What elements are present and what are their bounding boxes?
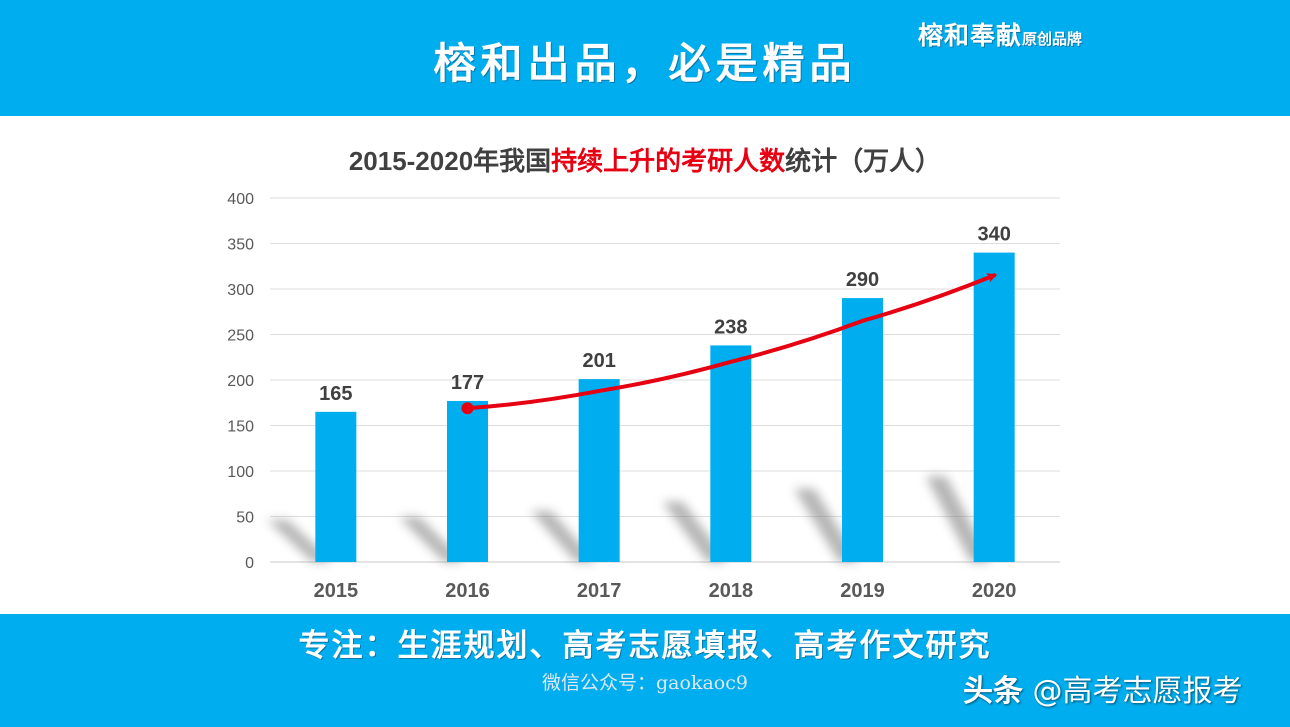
x-tick-label: 2017 bbox=[577, 580, 622, 602]
wechat-account: 微信公众号：gaokaoc9 bbox=[542, 672, 748, 694]
y-tick-label: 250 bbox=[227, 328, 254, 345]
chart-title: 2015-2020年我国持续上升的考研人数统计（万人） bbox=[0, 141, 1290, 178]
y-tick-label: 400 bbox=[227, 191, 254, 208]
y-tick-label: 200 bbox=[227, 373, 254, 390]
brand-mark: 榕和奉献原创品牌 bbox=[918, 16, 1082, 52]
y-axis-ticks: 0 50 100 150 200 250 300 350 400 bbox=[227, 191, 254, 572]
headline: 榕和出品，必是精品 bbox=[433, 39, 857, 88]
brand-sub: 原创品牌 bbox=[1022, 30, 1083, 48]
y-tick-label: 0 bbox=[245, 555, 254, 572]
y-tick-label: 50 bbox=[236, 510, 254, 527]
header-band bbox=[0, 0, 1290, 116]
x-tick-label: 2020 bbox=[972, 580, 1017, 602]
x-tick-label: 2018 bbox=[709, 580, 754, 602]
y-tick-label: 100 bbox=[227, 464, 254, 481]
x-axis-ticks: 2015 2016 2017 2018 2019 2020 bbox=[314, 580, 1017, 602]
data-label: 165 bbox=[319, 383, 352, 405]
brand-main: 榕和奉献 bbox=[918, 21, 1023, 50]
data-label: 238 bbox=[714, 316, 747, 338]
chart-title-prefix: 2015-2020年我国 bbox=[348, 146, 552, 176]
watermark: 头条 @高考志愿报考 bbox=[963, 666, 1243, 710]
trend-arrow-start-dot bbox=[461, 402, 474, 415]
chart-title-suffix: 统计（万人） bbox=[785, 146, 942, 176]
chart-title-highlight: 持续上升的考研人数 bbox=[551, 146, 786, 176]
watermark-handle: @高考志愿报考 bbox=[1032, 674, 1243, 709]
watermark-lead: 头条 bbox=[963, 674, 1023, 709]
bar bbox=[578, 379, 620, 562]
bar bbox=[973, 252, 1015, 562]
bar bbox=[315, 411, 357, 562]
data-labels: 165 177 201 238 290 340 bbox=[319, 224, 1011, 405]
bar bbox=[842, 298, 883, 562]
y-tick-label: 150 bbox=[227, 419, 254, 436]
trend-arrow-line bbox=[465, 273, 997, 411]
gridlines bbox=[270, 197, 1060, 563]
data-label: 340 bbox=[977, 224, 1010, 246]
data-label: 290 bbox=[846, 269, 879, 291]
bar bbox=[447, 400, 488, 562]
data-label: 177 bbox=[451, 372, 484, 394]
x-tick-label: 2015 bbox=[314, 580, 359, 602]
trend-arrow bbox=[461, 273, 997, 415]
y-tick-label: 300 bbox=[227, 282, 254, 299]
y-tick-label: 350 bbox=[227, 237, 254, 254]
footer-tagline: 专注：生涯规划、高考志愿填报、高考作文研究 bbox=[298, 628, 992, 664]
bars bbox=[315, 252, 1015, 562]
x-tick-label: 2016 bbox=[445, 580, 490, 602]
footer-band bbox=[0, 614, 1290, 727]
data-label: 201 bbox=[582, 350, 615, 372]
x-tick-label: 2019 bbox=[840, 580, 885, 602]
bar bbox=[710, 345, 752, 562]
